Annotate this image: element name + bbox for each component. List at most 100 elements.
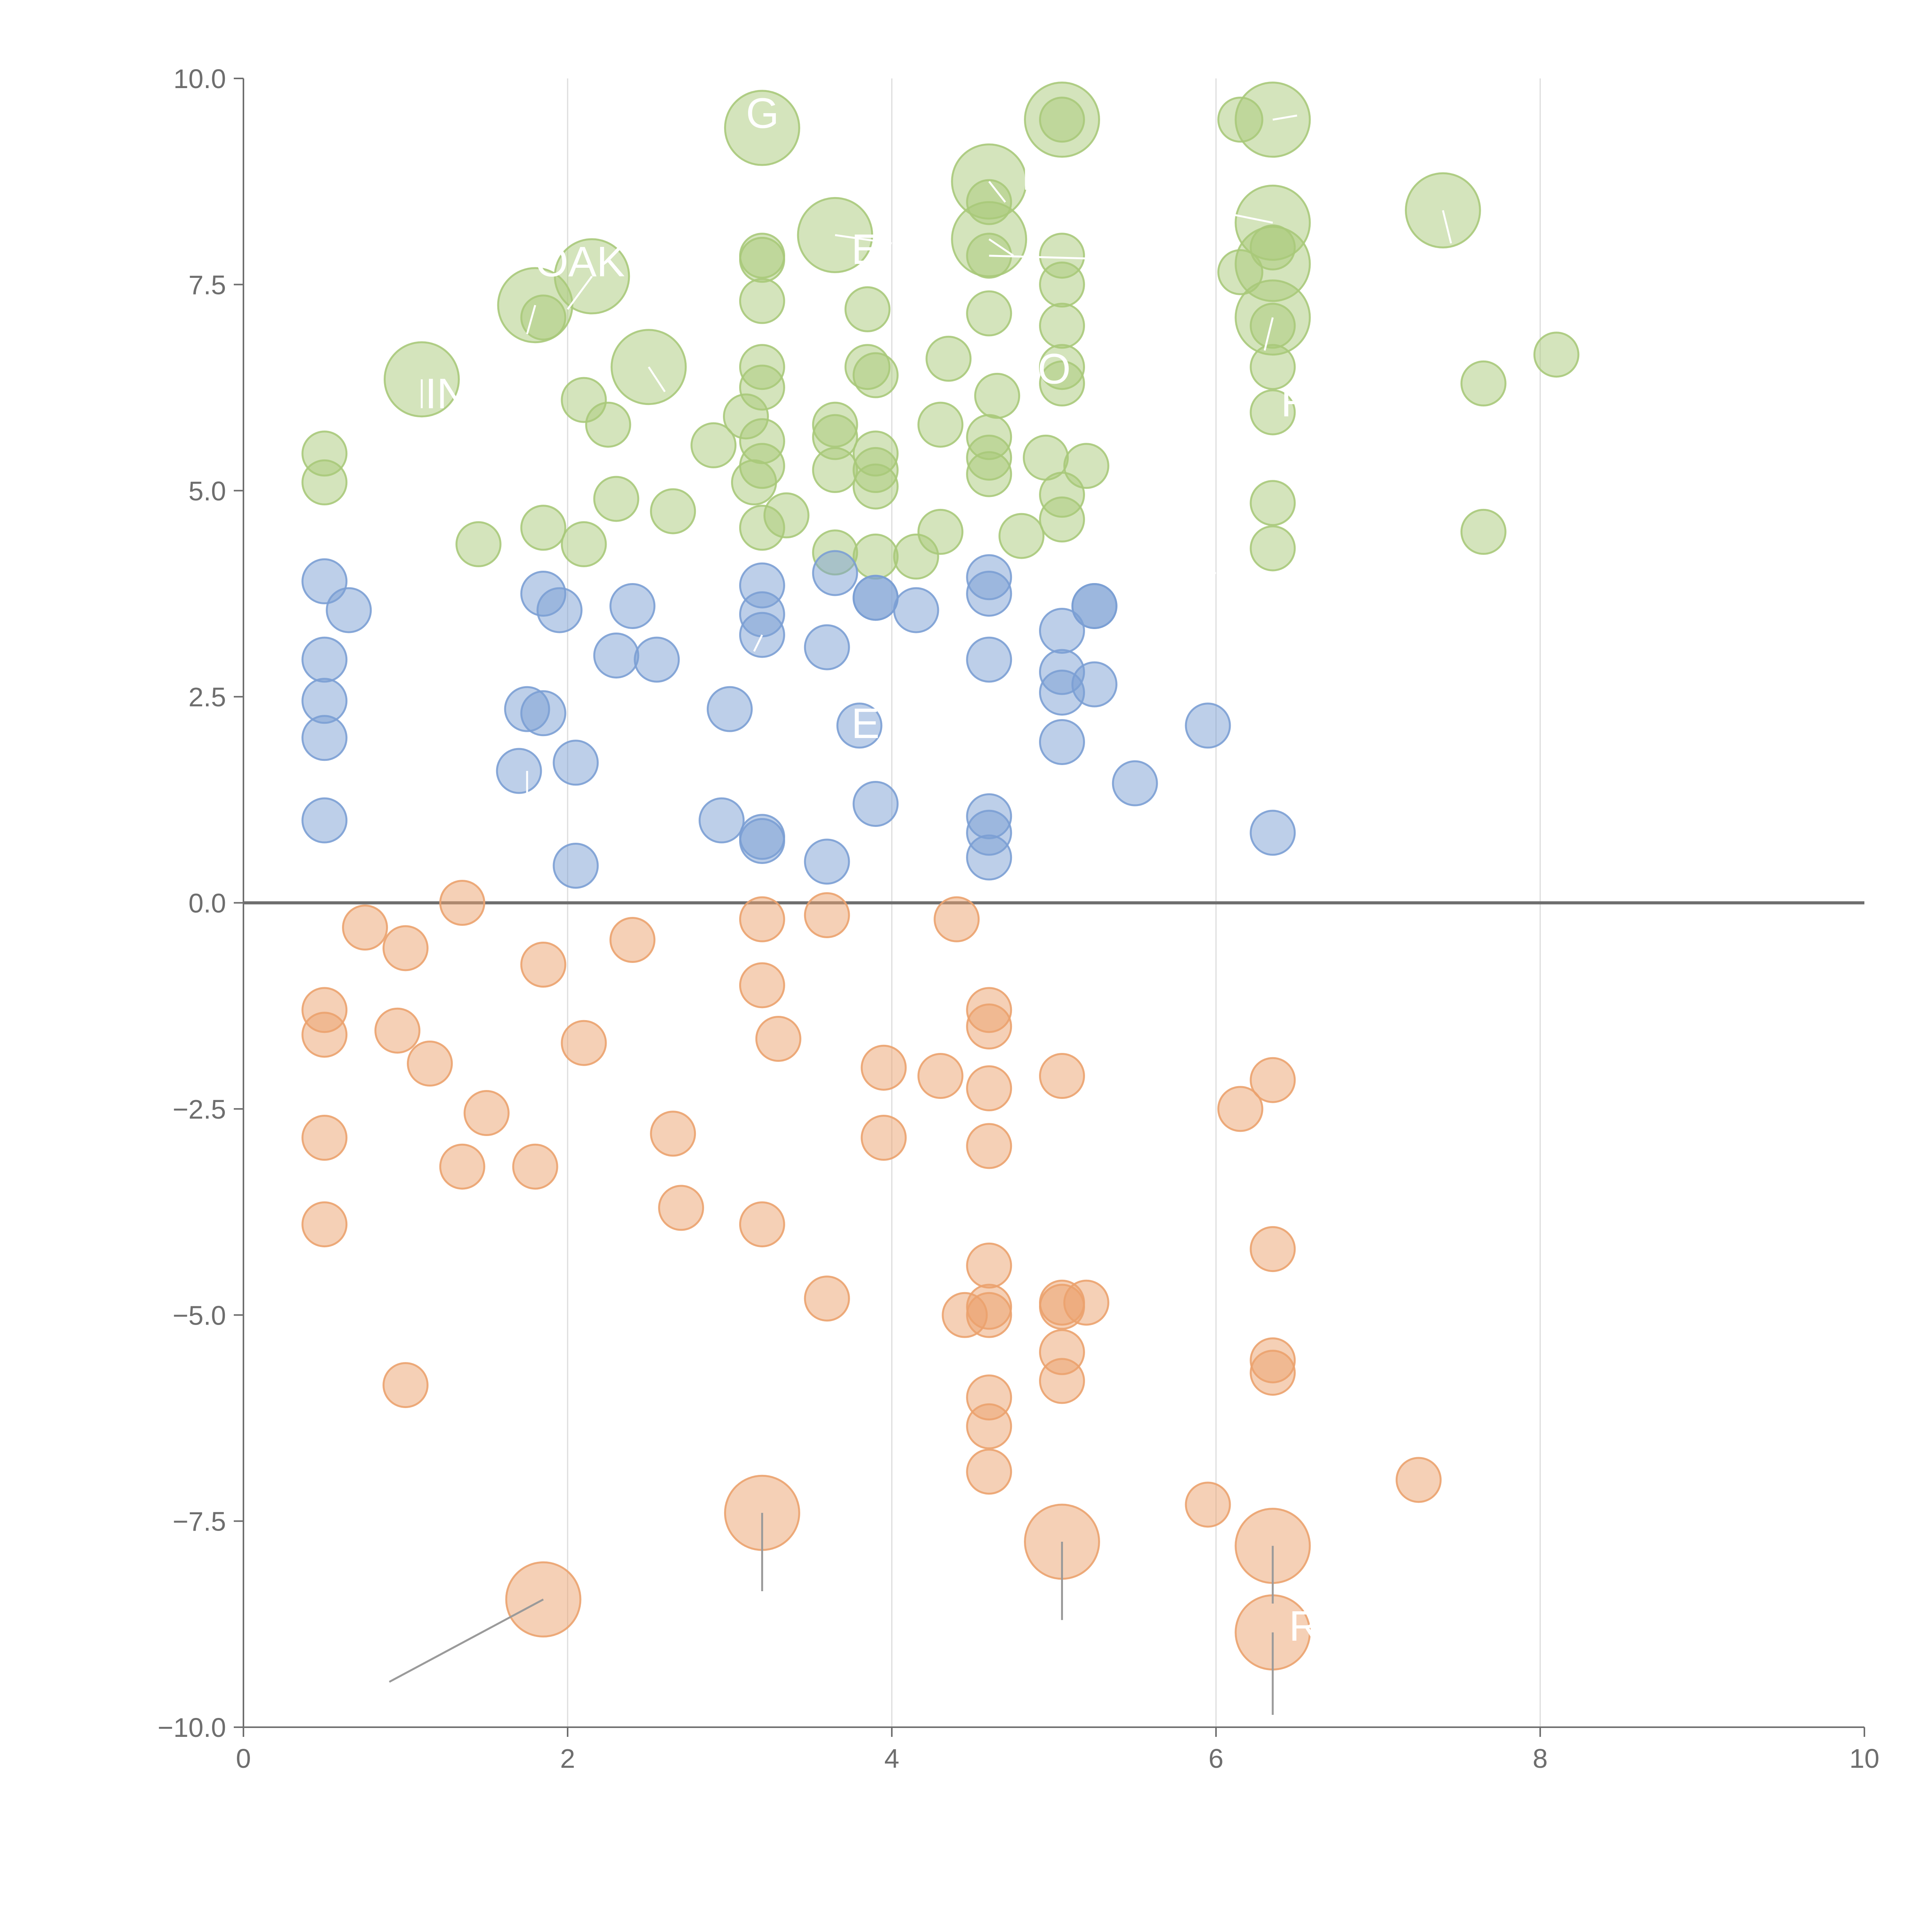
y-tick-label: 10.0 <box>173 64 226 94</box>
leader-line <box>835 234 892 245</box>
data-point <box>650 488 696 534</box>
data-point <box>1185 702 1231 749</box>
data-point <box>966 1003 1012 1050</box>
data-point <box>1039 360 1085 406</box>
data-point <box>804 624 850 670</box>
leader-line <box>988 181 1006 203</box>
data-point <box>812 550 858 596</box>
leader-lines <box>389 114 1452 1715</box>
data-point <box>1460 509 1507 555</box>
x-tick-label: 6 <box>1209 1743 1224 1774</box>
data-point <box>1039 303 1085 349</box>
data-point <box>739 1201 785 1248</box>
data-point <box>1395 1457 1442 1503</box>
data-point <box>1250 1350 1296 1396</box>
data-point <box>966 290 1012 337</box>
data-point <box>804 1276 850 1322</box>
data-point <box>1250 224 1296 270</box>
y-tick-label: −5.0 <box>173 1300 226 1330</box>
data-point <box>609 583 656 629</box>
data-point <box>1217 1086 1264 1132</box>
data-point <box>1250 1057 1296 1103</box>
point-label: IN <box>425 370 468 417</box>
data-point <box>609 917 656 963</box>
data-point <box>852 781 899 827</box>
data-point <box>966 1292 1012 1338</box>
y-tick-label: 5.0 <box>189 476 226 506</box>
data-point <box>301 797 348 844</box>
data-point <box>1039 261 1085 308</box>
data-point <box>966 1403 1012 1449</box>
data-point <box>861 1044 907 1091</box>
data-point <box>755 1016 801 1062</box>
data-point <box>536 587 583 633</box>
data-point <box>593 632 639 679</box>
data-point <box>658 1185 704 1231</box>
data-point <box>690 422 737 468</box>
data-point <box>301 1201 348 1248</box>
data-point <box>917 1053 964 1099</box>
x-tick-label: 10 <box>1849 1743 1879 1774</box>
data-point <box>763 492 810 539</box>
data-point <box>406 1041 453 1087</box>
data-point <box>1250 344 1296 390</box>
data-point <box>852 575 899 621</box>
data-point <box>1039 719 1085 765</box>
y-tick-label: 0.0 <box>189 888 226 918</box>
data-point <box>439 880 485 926</box>
x-tick-label: 4 <box>884 1743 900 1774</box>
point-label: N <box>1022 151 1052 199</box>
data-point <box>1039 1358 1085 1404</box>
data-point <box>966 636 1012 683</box>
data-point <box>699 797 745 844</box>
data-point <box>917 401 964 448</box>
data-point <box>966 1123 1012 1169</box>
data-point <box>1112 760 1158 806</box>
leader-line <box>389 1599 544 1683</box>
x-tick-label: 0 <box>236 1743 251 1774</box>
data-point <box>998 513 1045 559</box>
data-point <box>301 636 348 683</box>
point-labels: G N OAK E IN O R E R <box>425 90 1320 1650</box>
data-point <box>739 896 785 942</box>
data-point <box>1039 97 1085 143</box>
x-tick-label: 2 <box>560 1743 575 1774</box>
data-point <box>342 905 388 951</box>
data-point <box>1250 525 1296 571</box>
leader-line <box>648 366 666 393</box>
y-tick-label: −2.5 <box>173 1094 226 1124</box>
leader-line <box>526 305 536 335</box>
x-tick-label: 8 <box>1533 1743 1548 1774</box>
leader-line <box>1232 213 1273 224</box>
data-point <box>1533 332 1580 378</box>
data-point <box>852 352 899 398</box>
axes: 0 2 4 6 8 10 −10.0 −7.5 −5.0 −2.5 0.0 2.5 5.0 7.5 10.0 <box>158 64 1879 1774</box>
data-point <box>301 1012 348 1058</box>
data-point <box>561 1020 607 1066</box>
data-point <box>301 459 348 505</box>
data-point <box>1039 496 1085 543</box>
data-point <box>724 90 800 166</box>
data-point <box>1250 389 1296 435</box>
data-point <box>1071 583 1117 629</box>
data-point <box>374 1007 421 1054</box>
data-point <box>917 509 964 555</box>
data-point <box>561 521 607 567</box>
data-point <box>812 447 858 493</box>
data-point <box>1063 443 1109 489</box>
y-tick-label: −10.0 <box>158 1713 226 1743</box>
data-point <box>731 459 777 505</box>
data-point <box>383 1362 429 1408</box>
data-point <box>634 636 680 683</box>
data-point <box>1185 1481 1231 1528</box>
data-point <box>934 896 980 942</box>
data-point <box>844 286 891 332</box>
leader-line <box>1442 210 1452 244</box>
y-tick-label: 7.5 <box>189 270 226 300</box>
data-point <box>520 690 566 736</box>
data-point <box>804 838 850 885</box>
data-point <box>1063 1279 1109 1326</box>
data-point <box>520 294 566 341</box>
data-point <box>852 533 899 580</box>
data-point <box>593 476 639 522</box>
